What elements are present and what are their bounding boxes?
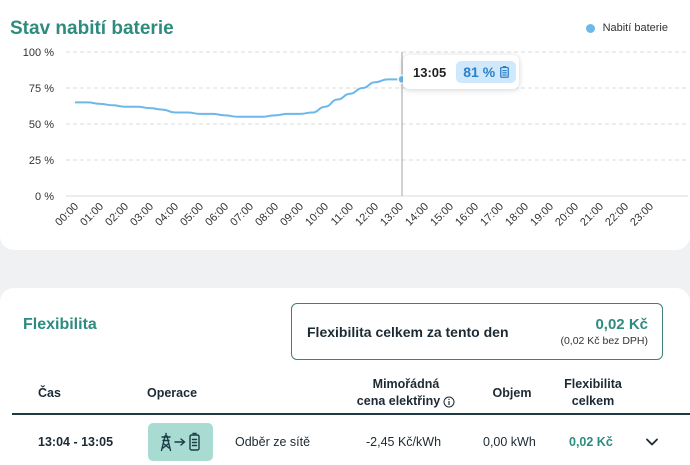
legend-dot-icon xyxy=(585,23,595,33)
tooltip-value: 81 % xyxy=(463,64,496,80)
col-header-volume: Objem xyxy=(492,386,532,400)
y-tick-label: 25 % xyxy=(29,155,54,167)
col-header-flex-line1: Flexibilita xyxy=(564,377,622,391)
x-tick-label: 13:00 xyxy=(378,201,406,229)
row-time: 13:04 - 13:05 xyxy=(38,435,114,449)
x-tick-label: 18:00 xyxy=(503,201,531,229)
x-tick-label: 11:00 xyxy=(329,201,356,228)
x-tick-label: 00:00 xyxy=(53,201,81,229)
x-tick-label: 02:00 xyxy=(103,201,131,229)
flexibility-title: Flexibilita xyxy=(23,316,97,333)
x-tick-label: 03:00 xyxy=(128,201,156,229)
battery-card xyxy=(0,0,690,250)
row-flex: 0,02 Kč xyxy=(569,435,613,449)
x-tick-label: 04:00 xyxy=(153,201,181,229)
battery-chart[interactable]: 0 % 25 % 50 % 75 % 100 % 00:0001:0002:0003:0… xyxy=(0,0,690,250)
col-header-price-line1: Mimořádná xyxy=(372,377,440,391)
flexibility-total-sub: (0,02 Kč bez DPH) xyxy=(560,335,648,347)
chart-tooltip: 13:05 81 % xyxy=(403,55,519,89)
y-tick-label: 100 % xyxy=(23,47,54,59)
y-tick-label: 50 % xyxy=(29,119,54,131)
x-tick-label: 20:00 xyxy=(553,201,581,229)
flexibility-total-box: Flexibilita celkem za tento den 0,02 Kč … xyxy=(291,303,663,360)
x-tick-label: 07:00 xyxy=(228,201,256,229)
row-volume: 0,00 kWh xyxy=(483,435,536,449)
x-tick-label: 01:00 xyxy=(78,201,106,229)
flexibility-card: Flexibilita Flexibilita celkem za tento … xyxy=(0,288,690,465)
battery-card-title: Stav nabití baterie xyxy=(10,18,174,39)
x-tick-label: 19:00 xyxy=(528,201,556,229)
col-header-flex: Flexibilita celkem xyxy=(556,376,630,410)
col-header-operation: Operace xyxy=(147,386,198,400)
col-header-price-line2: cena elektřiny xyxy=(356,394,441,408)
chart-legend[interactable]: Nabití baterie xyxy=(585,22,668,34)
tooltip-value-pill: 81 % xyxy=(456,61,517,83)
x-tick-label: 15:00 xyxy=(428,201,456,229)
x-tick-label: 23:00 xyxy=(628,201,656,229)
x-tick-label: 12:00 xyxy=(353,201,381,229)
x-tick-label: 06:00 xyxy=(203,201,231,229)
battery-icon xyxy=(500,66,510,78)
col-header-time: Čas xyxy=(38,386,61,400)
x-tick-label: 22:00 xyxy=(603,201,631,229)
x-tick-label: 21:00 xyxy=(578,201,606,229)
legend-label: Nabití baterie xyxy=(602,22,668,34)
info-icon[interactable] xyxy=(443,396,455,408)
operation-icon-badge xyxy=(148,423,213,461)
row-price: -2,45 Kč/kWh xyxy=(366,435,442,449)
flexibility-total-value: 0,02 Kč xyxy=(595,316,648,333)
x-tick-label: 10:00 xyxy=(303,201,331,229)
tooltip-time: 13:05 xyxy=(413,64,447,80)
x-tick-label: 16:00 xyxy=(453,201,481,229)
x-tick-label: 17:00 xyxy=(478,201,506,229)
col-header-price-line2-row: cena elektřiny xyxy=(348,393,464,410)
x-tick-label: 09:00 xyxy=(278,201,306,229)
col-header-price: Mimořádná cena elektřiny xyxy=(348,376,464,410)
y-tick-label: 75 % xyxy=(29,83,54,95)
flexibility-total-label: Flexibilita celkem za tento den xyxy=(307,324,509,340)
y-tick-label: 0 % xyxy=(35,191,54,203)
grid-to-battery-icon xyxy=(160,432,200,452)
row-operation: Odběr ze sítě xyxy=(235,435,311,449)
x-tick-label: 08:00 xyxy=(253,201,281,229)
x-tick-label: 14:00 xyxy=(403,201,431,229)
battery-series-line xyxy=(75,78,402,118)
col-header-flex-line2: celkem xyxy=(571,394,615,408)
x-tick-label: 05:00 xyxy=(178,201,206,229)
table-header-divider xyxy=(12,413,690,415)
expand-chevron-icon[interactable] xyxy=(645,437,659,447)
